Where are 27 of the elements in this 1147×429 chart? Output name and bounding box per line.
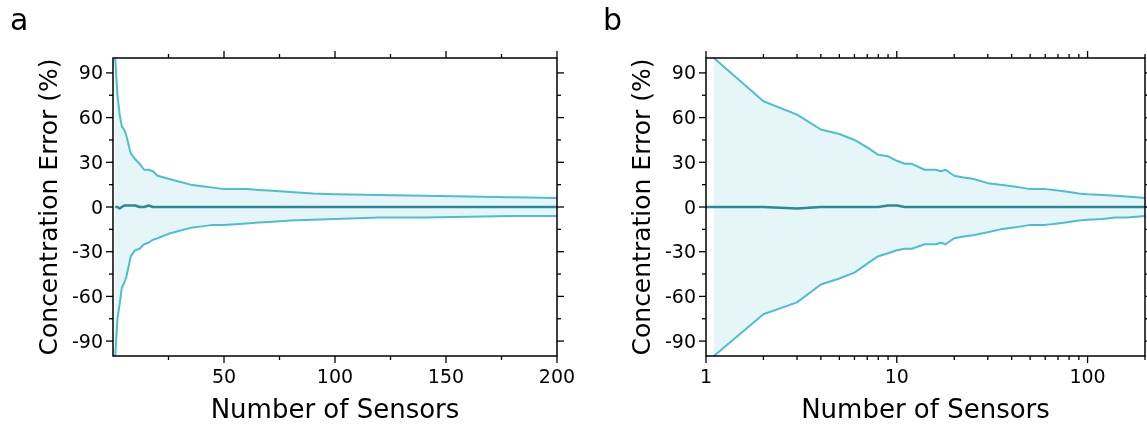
chart-title: b: [603, 2, 623, 37]
y-tick-label: -60: [664, 284, 696, 307]
y-axis-title: Concentration Error (%): [627, 58, 656, 356]
x-axis-title: Number of Sensors: [210, 394, 460, 424]
y-tick-label: 30: [671, 150, 696, 173]
y-tick-label: -90: [664, 329, 696, 352]
x-axis-title: Number of Sensors: [801, 394, 1050, 424]
y-tick-label: 60: [671, 106, 696, 129]
x-tick-label: 150: [427, 365, 465, 387]
y-tick-label: 0: [90, 195, 103, 218]
y-tick-label: -60: [71, 284, 103, 307]
y-tick-label: 90: [671, 61, 696, 84]
y-tick-label: 0: [683, 195, 696, 218]
y-tick-label: -90: [71, 329, 103, 352]
y-tick-label: 60: [78, 106, 103, 129]
x-tick-label: 50: [211, 365, 237, 387]
x-tick-label: 200: [538, 365, 576, 387]
y-tick-label: 90: [78, 61, 103, 84]
y-tick-label: -30: [664, 240, 696, 263]
x-tick-label: 1: [699, 365, 713, 387]
chart-title: a: [10, 2, 29, 37]
x-tick-label: 100: [316, 365, 354, 387]
x-tick-label: 10: [884, 365, 909, 387]
y-tick-label: 30: [78, 150, 103, 173]
x-tick-label: 100: [1069, 365, 1106, 387]
y-axis-title: Concentration Error (%): [34, 58, 63, 356]
y-tick-label: -30: [71, 240, 103, 263]
